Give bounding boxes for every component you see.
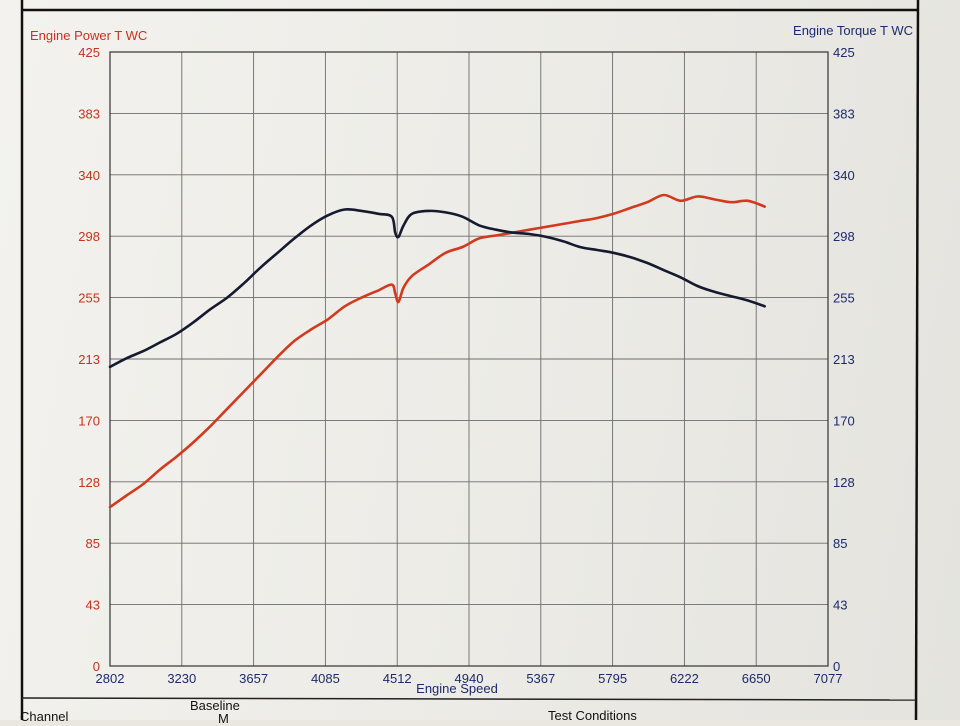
right-tick-labels: 0 43 85 128 170 213 255 298 340 383 425 — [833, 45, 855, 674]
series-lines — [108, 193, 766, 509]
right-tick-label: 340 — [833, 168, 855, 183]
left-tick-label: 383 — [78, 106, 100, 121]
x-tick-label: 4512 — [383, 671, 412, 686]
left-tick-label: 170 — [78, 413, 100, 428]
x-tick-label: 4940 — [455, 671, 484, 686]
right-axis-title: Engine Torque T WC — [793, 23, 913, 38]
right-tick-label: 170 — [833, 413, 855, 428]
test-conditions-label: Test Conditions — [548, 708, 637, 723]
left-tick-label: 43 — [86, 598, 100, 613]
torque-line — [108, 208, 766, 369]
left-tick-label: 213 — [78, 352, 100, 367]
plot-frame — [109, 51, 829, 667]
right-tick-label: 425 — [833, 45, 855, 60]
left-tick-label: 128 — [78, 475, 100, 490]
x-tick-label: 3657 — [239, 671, 268, 686]
left-tick-label: 85 — [86, 536, 100, 551]
right-tick-label: 128 — [833, 475, 855, 490]
power-line — [108, 193, 766, 509]
x-tick-label: 5795 — [598, 671, 627, 686]
right-tick-label: 85 — [833, 536, 847, 551]
right-tick-label: 383 — [833, 106, 855, 121]
x-tick-label: 2802 — [96, 671, 125, 686]
x-tick-label: 5367 — [526, 671, 555, 686]
left-tick-label: 255 — [78, 291, 100, 306]
grid — [109, 51, 829, 667]
x-tick-label: 6222 — [670, 671, 699, 686]
left-tick-labels: 0 43 85 128 170 213 255 298 340 383 425 — [78, 45, 100, 674]
right-tick-label: 0 — [833, 659, 840, 674]
x-tick-label: 6650 — [742, 671, 771, 686]
left-axis-title: Engine Power T WC — [30, 28, 147, 43]
x-axis-title: Engine Speed — [416, 681, 498, 696]
left-tick-label: 425 — [78, 45, 100, 60]
x-tick-labels: 2802 3230 3657 4085 4512 4940 5367 5795 6222 6650… — [96, 671, 843, 686]
x-tick-label: 7077 — [814, 671, 843, 686]
right-tick-label: 255 — [833, 291, 855, 306]
right-tick-label: 298 — [833, 229, 855, 244]
page-border-right — [914, 0, 920, 720]
left-tick-label: 298 — [78, 229, 100, 244]
channel-label: Channel — [20, 709, 69, 724]
right-tick-label: 213 — [833, 352, 855, 367]
x-tick-label: 3230 — [167, 671, 196, 686]
left-tick-label: 0 — [93, 659, 100, 674]
footer-divider — [21, 697, 917, 701]
right-tick-label: 43 — [833, 598, 847, 613]
partial-label: M — [218, 711, 229, 726]
x-tick-label: 4085 — [311, 671, 340, 686]
baseline-label: Baseline — [190, 698, 240, 713]
left-tick-label: 340 — [78, 168, 100, 183]
